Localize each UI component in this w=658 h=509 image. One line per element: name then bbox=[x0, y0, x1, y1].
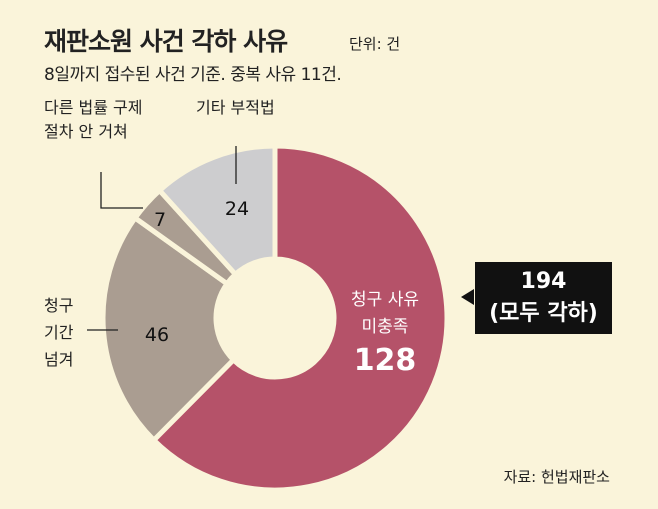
total-callout: 194 (모두 각하) bbox=[475, 262, 612, 334]
slice-label-128-line1: 청구 사유 bbox=[351, 290, 419, 310]
chart-title: 재판소원 사건 각하 사유 bbox=[44, 27, 288, 56]
label-line: 기간 bbox=[44, 323, 74, 342]
slice-label-128-line2: 미충족 bbox=[362, 317, 409, 337]
label-line: 넘겨 bbox=[44, 350, 74, 369]
value-label-24: 24 bbox=[225, 198, 249, 220]
total-note: (모두 각하) bbox=[489, 301, 598, 326]
label-line: 청구 bbox=[44, 296, 74, 315]
value-label-46: 46 bbox=[145, 324, 169, 346]
source-note: 자료: 헌법재판소 bbox=[503, 468, 610, 486]
label-line: 기타 부적법 bbox=[196, 98, 275, 117]
slice-label-46: 청구 기간 넘겨 bbox=[44, 292, 73, 373]
label-line: 절차 안 거쳐 bbox=[44, 122, 128, 141]
chart-subtitle: 8일까지 접수된 사건 기준. 중복 사유 11건. bbox=[44, 65, 342, 85]
unit-label: 단위: 건 bbox=[349, 35, 401, 53]
total-value: 194 bbox=[520, 269, 567, 294]
value-label-7: 7 bbox=[154, 209, 166, 231]
donut-slice-24 bbox=[156, 143, 278, 278]
label-line: 다른 법률 구제 bbox=[44, 98, 143, 117]
callout-arrow-icon bbox=[461, 289, 474, 305]
slice-label-7: 다른 법률 구제 절차 안 거쳐 bbox=[44, 96, 143, 144]
value-label-128: 128 bbox=[354, 343, 417, 378]
slice-label-24: 기타 부적법 bbox=[196, 96, 275, 120]
leader-line-7 bbox=[100, 172, 143, 209]
donut-slice-128 bbox=[150, 143, 450, 493]
donut-slice-46 bbox=[100, 214, 237, 444]
